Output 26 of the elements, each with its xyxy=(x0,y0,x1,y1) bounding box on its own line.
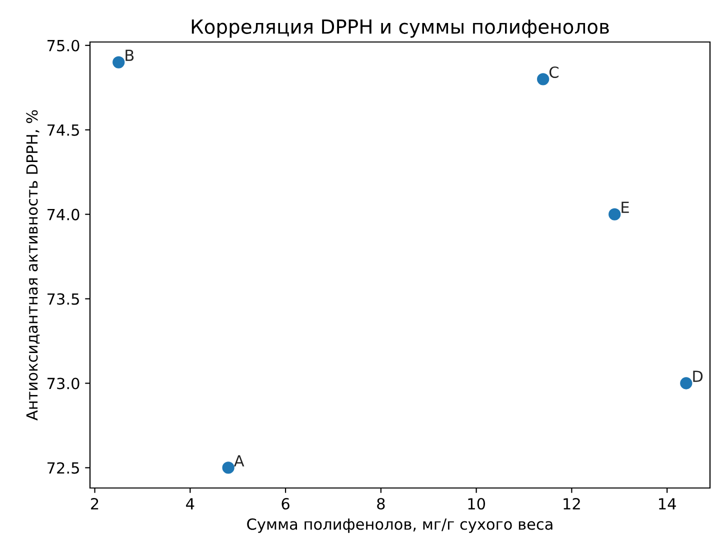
x-axis-title: Сумма полифенолов, мг/г сухого веса xyxy=(247,518,552,533)
x-tick-label: 4 xyxy=(186,498,194,510)
x-tick-label: 6 xyxy=(282,498,290,510)
chart-title: Корреляция DPPH и суммы полифенолов xyxy=(192,19,609,38)
y-tick-label: 75.0 xyxy=(48,40,80,52)
y-axis-title: Антиоксидантная активность DPPH, % xyxy=(26,110,40,420)
y-tick-label: 73.5 xyxy=(48,293,79,305)
x-tick-label: 8 xyxy=(377,498,385,510)
y-tick-label: 73.0 xyxy=(48,378,80,390)
point xyxy=(680,377,692,390)
x-tick-label: 10 xyxy=(468,498,486,510)
point xyxy=(222,462,234,474)
point xyxy=(608,208,621,220)
annotation: D xyxy=(693,370,703,382)
annotation: E xyxy=(622,202,629,213)
annotation: A xyxy=(234,455,244,466)
x-tick-label: 12 xyxy=(564,498,580,510)
y-tick-label: 74.0 xyxy=(48,208,80,220)
x-tick-label: 14 xyxy=(659,498,676,510)
annotation: B xyxy=(126,50,134,61)
point xyxy=(112,56,125,68)
point xyxy=(537,73,550,86)
x-tick-label: 2 xyxy=(91,498,98,510)
y-tick-label: 74.5 xyxy=(48,124,79,136)
annotation: C xyxy=(549,66,558,78)
y-tick-label: 72.5 xyxy=(48,462,79,474)
